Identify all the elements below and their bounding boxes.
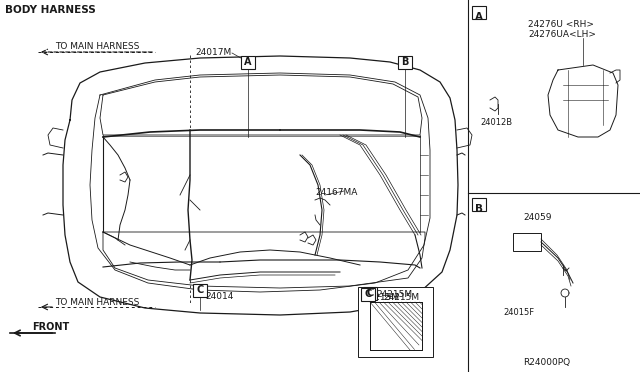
FancyBboxPatch shape <box>363 286 377 299</box>
FancyBboxPatch shape <box>360 290 432 355</box>
Text: 24215M: 24215M <box>376 290 412 299</box>
FancyBboxPatch shape <box>193 283 207 296</box>
Text: 24276UA<LH>: 24276UA<LH> <box>528 30 596 39</box>
FancyBboxPatch shape <box>370 302 422 350</box>
FancyBboxPatch shape <box>398 55 412 68</box>
FancyBboxPatch shape <box>472 6 486 19</box>
FancyBboxPatch shape <box>361 288 375 301</box>
FancyBboxPatch shape <box>241 55 255 68</box>
Text: 24015F: 24015F <box>503 308 534 317</box>
Text: A: A <box>244 57 252 67</box>
Text: R24000PQ: R24000PQ <box>523 358 570 367</box>
Text: C: C <box>366 288 374 298</box>
Text: FRONT: FRONT <box>32 322 69 332</box>
Text: TO MAIN HARNESS: TO MAIN HARNESS <box>55 42 140 51</box>
Text: BODY HARNESS: BODY HARNESS <box>5 5 96 15</box>
Text: 24276U <RH>: 24276U <RH> <box>528 20 594 29</box>
FancyBboxPatch shape <box>358 287 433 357</box>
Text: 24017M: 24017M <box>195 48 231 57</box>
Text: 24167MA: 24167MA <box>315 188 357 197</box>
Text: C: C <box>196 285 204 295</box>
Text: 24059: 24059 <box>523 213 552 222</box>
Text: TO MAIN HARNESS: TO MAIN HARNESS <box>55 298 140 307</box>
Text: 24014: 24014 <box>205 292 234 301</box>
Text: 24215M: 24215M <box>383 293 419 302</box>
Text: B: B <box>401 57 409 67</box>
Text: 24012B: 24012B <box>480 118 512 127</box>
Text: C: C <box>364 289 372 299</box>
FancyBboxPatch shape <box>472 198 486 211</box>
Text: B: B <box>475 204 483 214</box>
Text: A: A <box>475 12 483 22</box>
Text: 24215M: 24215M <box>363 293 399 302</box>
